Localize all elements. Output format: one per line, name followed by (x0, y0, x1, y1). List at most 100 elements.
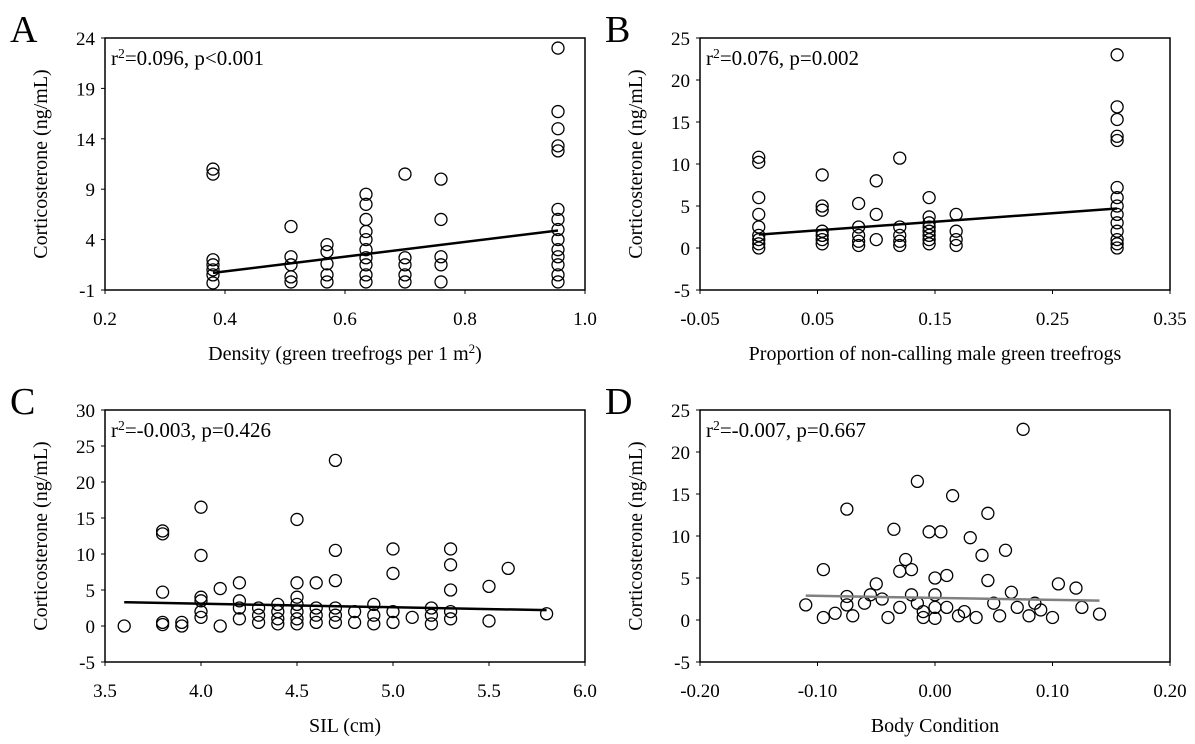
point (1075, 600, 1089, 615)
point (957, 604, 972, 619)
point (194, 604, 208, 619)
y-axis-label: Corticosterone (ng/mL) (30, 441, 52, 630)
x-tick-label: 0.15 (918, 309, 951, 330)
point (928, 600, 942, 615)
point (928, 571, 942, 585)
text-part: r (111, 418, 118, 442)
point (551, 104, 565, 119)
point (206, 167, 220, 181)
point (863, 588, 878, 602)
point (206, 268, 220, 282)
point (359, 232, 373, 247)
plot-frame (104, 409, 586, 663)
point (359, 224, 373, 239)
point (998, 543, 1013, 557)
point (117, 619, 131, 633)
point (482, 579, 496, 594)
panel-letter: D (605, 381, 632, 423)
point (386, 604, 400, 619)
y-axis-label: Corticosterone (ng/mL) (625, 69, 647, 258)
point (251, 615, 266, 630)
point (910, 596, 925, 610)
point (551, 212, 565, 227)
point (893, 238, 907, 253)
point (981, 573, 995, 588)
point (443, 583, 458, 597)
point (155, 617, 170, 632)
point (1010, 600, 1024, 615)
y-tick-label: 5 (86, 581, 96, 602)
point (328, 543, 343, 558)
point (910, 474, 925, 489)
point (328, 615, 343, 630)
point (1110, 232, 1124, 247)
point (539, 607, 554, 621)
point (551, 222, 565, 237)
point (290, 576, 304, 590)
superscript: 2 (713, 46, 720, 61)
point (1110, 190, 1124, 205)
y-tick-label: 20 (76, 473, 95, 494)
point (551, 139, 565, 153)
text-part: =0.076, p=0.002 (720, 46, 859, 70)
annotation: r2=0.096, p<0.001 (111, 46, 264, 71)
point (898, 552, 913, 567)
point (1110, 100, 1124, 114)
point (320, 275, 334, 289)
x-tick-label: 0.8 (453, 309, 477, 330)
point (815, 232, 829, 247)
point (271, 612, 285, 626)
y-tick-label: 0 (86, 617, 96, 638)
point (840, 598, 854, 612)
point (875, 592, 889, 606)
point (1045, 610, 1060, 625)
point (359, 268, 373, 282)
point (851, 228, 866, 243)
point (206, 263, 220, 277)
y-tick-label: -1 (79, 281, 95, 302)
point (232, 612, 247, 626)
point (981, 506, 995, 520)
point (752, 207, 766, 222)
point (969, 610, 983, 625)
point (320, 245, 334, 259)
point (949, 224, 963, 238)
point (551, 258, 565, 272)
point (1092, 607, 1107, 621)
point (1022, 609, 1036, 623)
point (904, 562, 919, 577)
trendline (212, 229, 559, 275)
point (328, 453, 343, 468)
point (1110, 199, 1124, 213)
point (386, 615, 400, 630)
y-tick-label: 15 (671, 113, 690, 134)
x-tick-label: 0.4 (213, 309, 237, 330)
y-tick-label: 10 (76, 545, 95, 566)
point (175, 619, 189, 633)
x-tick-label: 1.0 (573, 309, 597, 330)
point (443, 542, 458, 556)
point (386, 542, 400, 556)
x-tick-label: 0.20 (1153, 681, 1186, 702)
point (869, 577, 883, 591)
point (482, 614, 496, 628)
point (987, 596, 1001, 610)
point (320, 268, 334, 282)
point (815, 203, 829, 217)
y-tick-label: 5 (681, 569, 691, 590)
point (551, 268, 565, 282)
y-tick-label: 0 (681, 611, 691, 632)
point (328, 573, 343, 588)
y-tick-label: 24 (76, 29, 96, 50)
point (1069, 581, 1083, 595)
panel-letter: B (605, 9, 630, 51)
point (928, 611, 942, 625)
point (290, 604, 304, 619)
point (359, 275, 373, 289)
y-tick-label: 14 (76, 130, 96, 151)
point (1110, 129, 1124, 143)
point (155, 527, 170, 541)
point (434, 212, 448, 227)
point (232, 576, 247, 590)
point (359, 251, 373, 265)
